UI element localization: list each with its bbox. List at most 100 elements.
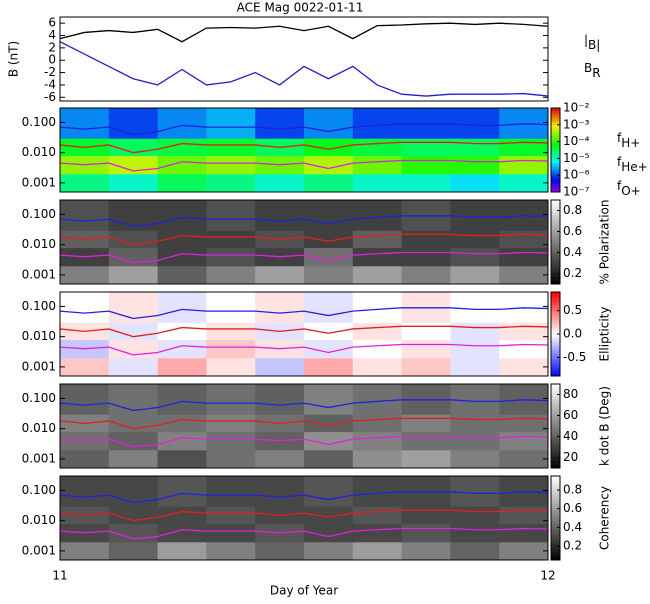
colorbar-step [551, 411, 560, 414]
colorbar-step [551, 267, 560, 270]
colorbar-step [551, 269, 560, 272]
colorbar-step [551, 108, 560, 111]
heatmap-cell [157, 108, 207, 139]
colorbar-step [551, 348, 560, 352]
colorbar-tick-label: 10⁻⁵ [563, 151, 590, 165]
colorbar-step [551, 388, 560, 391]
colorbar-step [551, 336, 560, 339]
colorbar-step [551, 532, 560, 536]
gyrofrequency-line [59, 527, 549, 540]
colorbar-step [551, 124, 560, 128]
heatmap-cell [499, 541, 549, 561]
heatmap-cell [304, 247, 354, 267]
heatmap-cell [108, 541, 159, 561]
heatmap-cell [108, 449, 159, 469]
colorbar-step [551, 413, 560, 416]
colorbar-step [551, 214, 560, 218]
heatmap-cell [108, 384, 159, 415]
heatmap-cell [352, 173, 403, 193]
x-axis-label: Day of Year [270, 584, 338, 598]
gyrofrequency-line [59, 159, 549, 172]
colorbar-step [551, 545, 560, 548]
colorbar-step [551, 126, 560, 130]
colorbar-step [551, 402, 560, 406]
heatmap-cell [304, 414, 354, 433]
heatmap-cell [108, 108, 159, 139]
colorbar-step [551, 227, 560, 230]
heatmap-cell [304, 523, 354, 543]
heatmap-cell [352, 247, 403, 267]
heatmap-cell [499, 506, 549, 525]
colorbar-step [551, 423, 560, 427]
colorbar-step [551, 417, 560, 421]
heatmap-cell [157, 431, 207, 451]
heatmap-cell [206, 292, 256, 323]
gyrofrequency-line [59, 435, 549, 448]
colorbar-frame [550, 107, 561, 193]
colorbar-step [551, 141, 560, 145]
colorbar-step [551, 484, 560, 487]
colorbar-step [551, 260, 560, 264]
colorbar-step [551, 206, 560, 209]
heatmap-cell [206, 449, 256, 469]
colorbar-step [551, 137, 560, 140]
colorbar-step [551, 237, 560, 241]
gyrofrequency-line [59, 343, 549, 356]
colorbar-step [551, 505, 560, 508]
colorbar-step [551, 200, 560, 203]
colorbar-step [551, 430, 560, 433]
colorbar-step [551, 302, 560, 306]
colorbar-step [551, 273, 560, 277]
colorbar-step [551, 557, 560, 561]
heatmap-cell [304, 230, 354, 249]
colorbar-step [551, 131, 560, 134]
heatmap-cell [352, 431, 403, 451]
heatmap-cell [450, 541, 500, 561]
gyrofrequency-line [59, 417, 549, 430]
gyrofrequency-line [59, 141, 549, 154]
colorbar-step [551, 501, 560, 504]
legend-label: |B| [584, 33, 600, 52]
gyrofrequency-line [59, 325, 549, 338]
heatmap-cell [255, 384, 305, 415]
heatmap-cell [157, 200, 207, 231]
colorbar-step [551, 340, 560, 343]
heatmap-cell [499, 431, 549, 451]
heatmap-cell [304, 541, 354, 561]
colorbar-step [551, 135, 560, 138]
colorbar-step [551, 415, 560, 419]
colorbar-step [551, 528, 560, 532]
colorbar-step [551, 310, 560, 314]
colorbar-step [551, 292, 560, 295]
gyrofrequency-line [59, 307, 549, 320]
colorbar-step [551, 239, 560, 243]
colorbar-step [551, 461, 560, 465]
colorbar-step [551, 139, 560, 143]
heatmap-cell [206, 200, 256, 231]
colorbar-step [551, 156, 560, 159]
colorbar-step [551, 396, 560, 400]
y-tick-label: 0.010 [22, 421, 56, 435]
colorbar-step [551, 147, 560, 151]
colorbar-step [551, 409, 560, 412]
heatmap-cell [108, 292, 159, 323]
colorbar-step [551, 428, 560, 431]
colorbar-step [551, 258, 560, 262]
y-tick-label: 0.100 [22, 115, 56, 129]
colorbar-step [551, 235, 560, 239]
colorbar-step [551, 432, 560, 435]
y-tick-label: 0.100 [22, 299, 56, 313]
colorbar-step [551, 494, 560, 498]
heatmap-cell [206, 173, 256, 193]
colorbar-step [551, 449, 560, 452]
colorbar-step [551, 166, 560, 170]
y-tick-label: 0.001 [22, 543, 56, 557]
colorbar-step [551, 277, 560, 281]
heatmap-cell [352, 230, 403, 249]
heatmap-cell [60, 357, 110, 377]
heatmap-cell [157, 138, 207, 157]
colorbar-tick-label: 40 [563, 429, 578, 443]
heatmap-cell [157, 449, 207, 469]
heatmap-cell [304, 265, 354, 285]
